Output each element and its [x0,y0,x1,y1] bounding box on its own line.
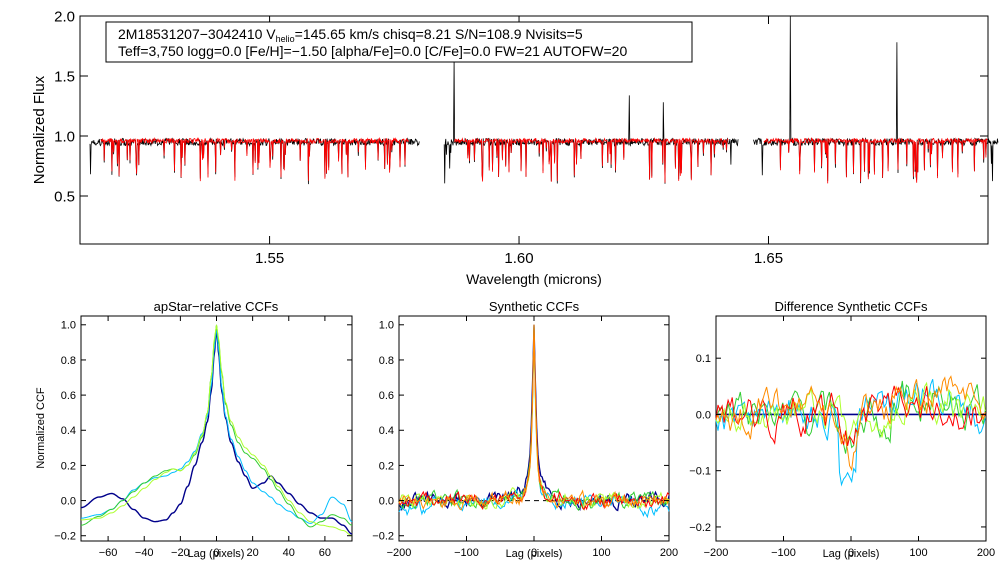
difference-ccf-ticks: −200 −100 0 100 200 −0.2 −0.1 0.0 0.1 [689,316,995,559]
spectrum-panel: 1.55 1.60 1.65 0.5 1.0 1.5 2.0 2M18531207−3042… [31,8,999,287]
apstar-ccf-panel: apStar−relative CCFs −60 −40 −20 0 20 40 60 −0.… [35,299,353,560]
x-tick-label: −200 [704,547,729,559]
difference-ccf-curves [715,375,986,487]
ccf-series-visit-3 [80,324,353,528]
y-tick-label: 1.0 [54,128,75,145]
y-tick-label: 0.4 [61,425,76,437]
difference-ccf-xlabel: Lag (pixels) [823,548,880,560]
apstar-ccf-curves [80,324,353,537]
model-spectrum-chip-1 [100,136,410,182]
spectrum-ticks: 1.55 1.60 1.65 0.5 1.0 1.5 2.0 [54,8,988,267]
spectrum-frame [79,15,989,245]
y-tick-label: −0.2 [372,531,394,543]
y-tick-label: −0.2 [689,522,711,534]
y-tick-label: 0.5 [54,188,75,205]
synthetic-ccf-visit-6 [398,324,670,511]
y-tick-label: 0.2 [379,460,394,472]
x-tick-label: 40 [283,547,295,559]
apstar-ccf-xlabel: Lag (pixels) [188,548,245,560]
x-tick-label: 20 [247,547,259,559]
apstar-ccf-title: apStar−relative CCFs [154,299,279,314]
x-tick-label: 100 [592,547,610,559]
y-tick-label: 0.2 [61,460,76,472]
y-tick-label: 2.0 [54,8,75,25]
model-spectrum-chip-2 [454,137,729,183]
synthetic-ccf-xlabel: Lag (pixels) [506,548,563,560]
difference-ccf-visit-6 [715,375,986,472]
difference-ccf-title: Difference Synthetic CCFs [775,299,928,314]
x-tick-label: −100 [454,547,479,559]
annotation-line-1: 2M18531207−3042410 Vhelio=145.65 km/s ch… [118,26,583,44]
y-tick-label: 0.6 [379,390,394,402]
x-tick-label: −60 [99,547,118,559]
x-tick-label: 1.60 [504,250,533,267]
y-tick-label: −0.1 [689,466,711,478]
x-tick-label: 0 [848,547,854,559]
synthetic-ccf-ticks: −200 −100 0 100 200 −0.2 0.0 0.2 0.4 0.6 0.8 1.0 [372,316,678,559]
difference-ccf-visit-5 [715,385,986,447]
x-tick-label: 1.65 [754,250,783,267]
annotation-box [105,21,693,63]
difference-ccf-visit-3 [715,380,986,454]
y-tick-label: 0.0 [696,409,711,421]
x-tick-label: 0 [213,547,219,559]
apstar-ccf-ylabel: Normalized CCF [35,387,47,469]
difference-ccf-visit-4 [715,381,986,443]
x-tick-label: −100 [771,547,796,559]
synthetic-ccf-title: Synthetic CCFs [489,299,580,314]
spectrum-curves [89,15,999,185]
ccf-series-visit-1 [80,326,353,535]
difference-ccf-frame [715,315,987,542]
y-tick-label: 0.6 [61,390,76,402]
x-tick-label: 1.55 [255,250,284,267]
x-tick-label: 100 [909,547,927,559]
y-tick-label: −0.2 [54,531,76,543]
y-tick-label: 0.8 [379,355,394,367]
spectrum-ylabel: Normalized Flux [31,75,48,184]
apstar-ccf-ticks: −60 −40 −20 0 20 40 60 −0.2 0.0 0.2 0.4 0.6 0.8 1.0 [54,316,352,559]
x-tick-label: −200 [387,547,412,559]
x-tick-label: −40 [135,547,154,559]
x-tick-label: 200 [977,547,995,559]
y-tick-label: 0.4 [379,425,394,437]
y-tick-label: 0.0 [61,495,76,507]
y-tick-label: 1.5 [54,68,75,85]
y-tick-label: 0.0 [379,495,394,507]
x-tick-label: −20 [171,547,190,559]
ccf-series-visit-4 [81,324,353,537]
y-tick-label: 0.8 [61,355,76,367]
synthetic-ccf-curves [398,324,670,519]
difference-ccf-visit-2 [715,379,986,487]
ccf-series-visit-2 [81,326,353,524]
y-tick-label: 1.0 [379,320,394,332]
model-spectrum-chip-3 [763,136,988,184]
synthetic-ccf-panel: Synthetic CCFs −200 −100 0 100 200 −0.2 0.0 0.2… [372,299,678,560]
x-tick-label: 200 [660,547,678,559]
observed-spectrum-chip-2 [443,58,739,184]
y-tick-label: 1.0 [61,320,76,332]
x-tick-label: 60 [319,547,331,559]
annotation-line-2: Teff=3,750 logg=0.0 [Fe/H]=−1.50 [alpha/… [118,43,627,59]
x-tick-label: 0 [531,547,537,559]
synthetic-ccf-visit-4 [398,324,670,511]
observed-spectrum-chip-3 [753,15,999,184]
synthetic-ccf-visit-2 [398,324,670,519]
difference-ccf-panel: Difference Synthetic CCFs −200 −100 0 100 20… [689,299,995,560]
spectrum-xlabel: Wavelength (microns) [466,271,602,287]
y-tick-label: 0.1 [696,353,711,365]
apstar-ccf-frame [80,315,353,542]
